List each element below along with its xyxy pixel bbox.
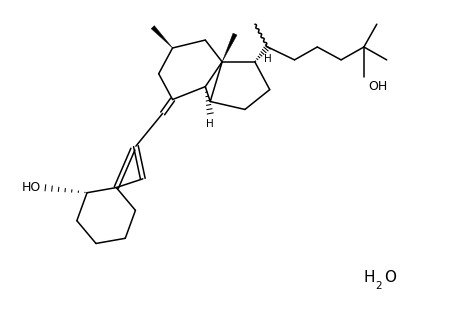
Text: HO: HO <box>22 181 41 194</box>
Text: O: O <box>384 271 396 285</box>
Text: 2: 2 <box>375 281 381 291</box>
Text: H: H <box>264 54 272 64</box>
Text: OH: OH <box>368 80 387 93</box>
Polygon shape <box>222 33 237 62</box>
Text: H: H <box>206 119 214 129</box>
Text: H: H <box>364 271 375 285</box>
Polygon shape <box>151 26 172 48</box>
